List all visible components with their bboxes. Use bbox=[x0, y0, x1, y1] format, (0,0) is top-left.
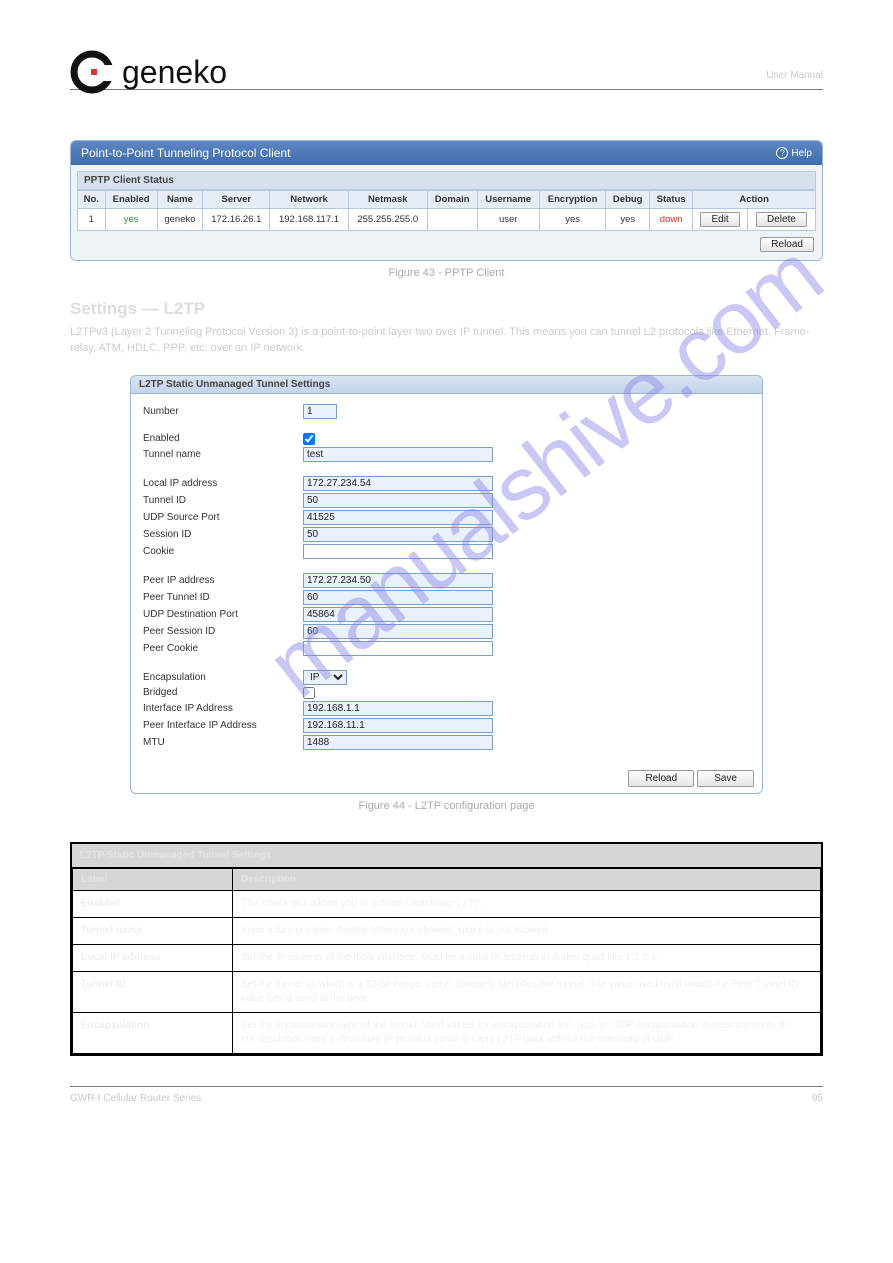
edit-button[interactable]: Edit bbox=[700, 212, 739, 227]
peer-tunnel-id-input[interactable] bbox=[303, 590, 493, 605]
ref-title: L2TP Static Unmanaged Tunnel Settings bbox=[72, 844, 821, 868]
page-number: 95 bbox=[812, 1093, 823, 1104]
l2tp-panel: L2TP Static Unmanaged Tunnel Settings Nu… bbox=[130, 375, 763, 794]
tunnel-id-input[interactable] bbox=[303, 493, 493, 508]
delete-button[interactable]: Delete bbox=[756, 212, 807, 227]
peer-interface-ip-input[interactable] bbox=[303, 718, 493, 733]
l2tp-reload-button[interactable]: Reload bbox=[628, 770, 694, 787]
udp-source-port-input[interactable] bbox=[303, 510, 493, 525]
label-bridged: Bridged bbox=[143, 687, 303, 698]
cell-enabled: yes bbox=[105, 209, 157, 231]
cell-no: 1 bbox=[78, 209, 106, 231]
number-input[interactable] bbox=[303, 404, 337, 419]
cell-network: 192.168.117.1 bbox=[270, 209, 348, 231]
help-icon: ? bbox=[776, 147, 788, 159]
cell-debug: yes bbox=[606, 209, 650, 231]
cell-edit: Edit bbox=[693, 209, 748, 231]
ref-row-desc: This check box allows you to activate/de… bbox=[233, 890, 821, 917]
col-no: No. bbox=[78, 191, 106, 209]
label-cookie: Cookie bbox=[143, 546, 303, 557]
label-udp-src: UDP Source Port bbox=[143, 512, 303, 523]
label-peer-cookie: Peer Cookie bbox=[143, 643, 303, 654]
l2tp-section-title: L2TP Static Unmanaged Tunnel Settings bbox=[131, 376, 762, 394]
col-action: Action bbox=[693, 191, 816, 209]
col-encryption: Encryption bbox=[539, 191, 605, 209]
cell-encryption: yes bbox=[539, 209, 605, 231]
pptp-panel: Point-to-Point Tunneling Protocol Client… bbox=[70, 140, 823, 261]
ref-row-desc: Enter a tunnel name. Capital letters are… bbox=[233, 917, 821, 944]
col-netmask: Netmask bbox=[348, 191, 427, 209]
peer-cookie-input[interactable] bbox=[303, 641, 493, 656]
label-number: Number bbox=[143, 406, 303, 417]
table-row: 1 yes geneko 172.16.26.1 192.168.117.1 2… bbox=[78, 209, 816, 231]
tunnel-name-input[interactable] bbox=[303, 447, 493, 462]
cell-delete: Delete bbox=[747, 209, 815, 231]
help-link[interactable]: ? Help bbox=[776, 147, 812, 159]
col-network: Network bbox=[270, 191, 348, 209]
label-peer-ip: Peer IP address bbox=[143, 575, 303, 586]
figure-43-caption: Figure 43 - PPTP Client bbox=[70, 267, 823, 279]
cell-name: geneko bbox=[157, 209, 203, 231]
col-username: Username bbox=[477, 191, 539, 209]
mtu-input[interactable] bbox=[303, 735, 493, 750]
pptp-title: Point-to-Point Tunneling Protocol Client bbox=[81, 146, 290, 160]
ref-col-label: Label bbox=[73, 868, 233, 890]
peer-session-id-input[interactable] bbox=[303, 624, 493, 639]
col-enabled: Enabled bbox=[105, 191, 157, 209]
label-peer-tunnel-id: Peer Tunnel ID bbox=[143, 592, 303, 603]
l2tp-description: L2TPv3 (Layer 2 Tunneling Protocol Versi… bbox=[70, 325, 823, 357]
interface-ip-input[interactable] bbox=[303, 701, 493, 716]
brand-name: geneko bbox=[122, 54, 227, 91]
label-session-id: Session ID bbox=[143, 529, 303, 540]
ref-row-label: Tunnel name bbox=[73, 917, 233, 944]
ref-row-label: Encapsulation bbox=[73, 1012, 233, 1053]
footer-rule bbox=[70, 1086, 823, 1087]
local-ip-input[interactable] bbox=[303, 476, 493, 491]
peer-ip-input[interactable] bbox=[303, 573, 493, 588]
save-button[interactable]: Save bbox=[697, 770, 754, 787]
footer-left: GWR-I Cellular Router Series bbox=[70, 1093, 201, 1104]
label-tunnel-id: Tunnel ID bbox=[143, 495, 303, 506]
label-enabled: Enabled bbox=[143, 433, 303, 444]
col-status: Status bbox=[650, 191, 693, 209]
pptp-section-title: PPTP Client Status bbox=[77, 171, 816, 190]
cookie-input[interactable] bbox=[303, 544, 493, 559]
label-encapsulation: Encapsulation bbox=[143, 672, 303, 683]
label-peer-session-id: Peer Session ID bbox=[143, 626, 303, 637]
ref-row-desc: Set the encapsulation type of the tunnel… bbox=[233, 1012, 821, 1053]
ref-row-label: Local IP address bbox=[73, 944, 233, 971]
col-debug: Debug bbox=[606, 191, 650, 209]
ref-row-desc: Set the tunnel id, which is a 32-bit int… bbox=[233, 971, 821, 1012]
bridged-checkbox[interactable] bbox=[303, 687, 315, 699]
ref-row-desc: Set the IP address of the local interfac… bbox=[233, 944, 821, 971]
label-iface-ip: Interface IP Address bbox=[143, 703, 303, 714]
pptp-status-table: No. Enabled Name Server Network Netmask … bbox=[77, 190, 816, 231]
encapsulation-select[interactable]: IP bbox=[303, 670, 347, 685]
label-local-ip: Local IP address bbox=[143, 478, 303, 489]
enabled-checkbox[interactable] bbox=[303, 433, 315, 445]
label-peer-iface-ip: Peer Interface IP Address bbox=[143, 720, 303, 731]
col-domain: Domain bbox=[427, 191, 477, 209]
cell-username: user bbox=[477, 209, 539, 231]
reload-button[interactable]: Reload bbox=[760, 237, 814, 252]
table-header-row: No. Enabled Name Server Network Netmask … bbox=[78, 191, 816, 209]
label-mtu: MTU bbox=[143, 737, 303, 748]
col-server: Server bbox=[203, 191, 270, 209]
l2tp-heading: Settings — L2TP bbox=[70, 299, 823, 319]
label-tunnel-name: Tunnel name bbox=[143, 449, 303, 460]
cell-domain bbox=[427, 209, 477, 231]
cell-status: down bbox=[650, 209, 693, 231]
cell-netmask: 255.255.255.0 bbox=[348, 209, 427, 231]
help-label: Help bbox=[791, 148, 812, 159]
col-name: Name bbox=[157, 191, 203, 209]
ref-row-label: Tunnel ID bbox=[73, 971, 233, 1012]
ref-col-desc: Description bbox=[233, 868, 821, 890]
cell-server: 172.16.26.1 bbox=[203, 209, 270, 231]
ref-row-label: Enabled bbox=[73, 890, 233, 917]
reference-table: L2TP Static Unmanaged Tunnel Settings La… bbox=[70, 842, 823, 1056]
label-udp-dst: UDP Destination Port bbox=[143, 609, 303, 620]
figure-44-caption: Figure 44 - L2TP configuration page bbox=[70, 800, 823, 812]
session-id-input[interactable] bbox=[303, 527, 493, 542]
udp-dest-port-input[interactable] bbox=[303, 607, 493, 622]
